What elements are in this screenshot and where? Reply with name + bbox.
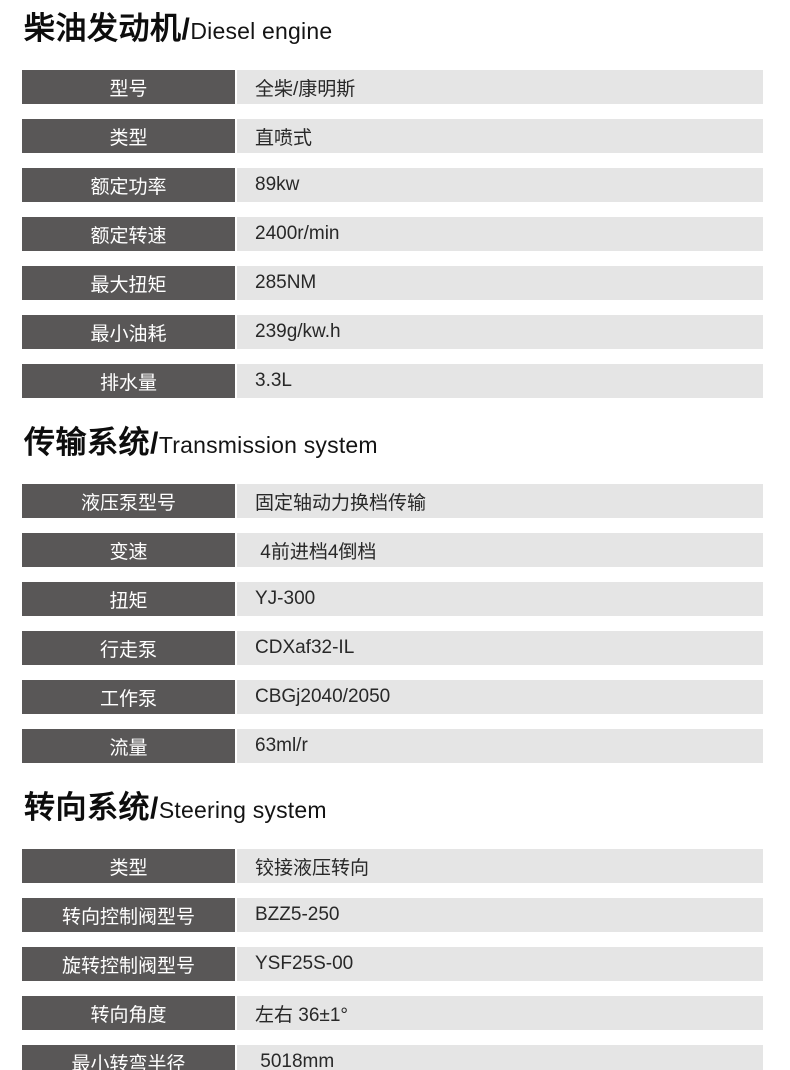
spec-row-rotary-control-valve-model: 旋转控制阀型号 YSF25S-00 (22, 947, 763, 981)
spec-label: 扭矩 (22, 582, 235, 616)
spec-value: CBGj2040/2050 (237, 680, 763, 714)
spec-value: 固定轴动力换档传输 (237, 484, 763, 518)
spec-row-work-pump: 工作泵 CBGj2040/2050 (22, 680, 763, 714)
spec-row-steering-type: 类型 铰接液压转向 (22, 849, 763, 883)
section-title-en: Steering system (158, 797, 327, 823)
spec-row-rated-speed: 额定转速 2400r/min (22, 217, 763, 251)
spec-row-min-turning-radius: 最小转弯半径 5018mm (22, 1045, 763, 1070)
spec-row-steering-control-valve-model: 转向控制阀型号 BZZ5-250 (22, 898, 763, 932)
spec-label: 额定转速 (22, 217, 235, 251)
spec-row-travel-pump: 行走泵 CDXaf32-IL (22, 631, 763, 665)
section-steering-system: 转向系统/Steering system 类型 铰接液压转向 转向控制阀型号 B… (22, 789, 763, 1070)
spec-value: 285NM (237, 266, 763, 300)
section-transmission-system: 传输系统/Transmission system 液压泵型号 固定轴动力换档传输… (22, 424, 763, 763)
spec-value: 铰接液压转向 (237, 849, 763, 883)
spec-label: 最小油耗 (22, 315, 235, 349)
spec-label: 类型 (22, 119, 235, 153)
section-title-separator: / (181, 13, 191, 46)
spec-label: 型号 (22, 70, 235, 104)
spec-row-steering-angle: 转向角度 左右 36±1° (22, 996, 763, 1030)
spec-label: 排水量 (22, 364, 235, 398)
spec-row-model: 型号 全柴/康明斯 (22, 70, 763, 104)
spec-value: 直喷式 (237, 119, 763, 153)
spec-label: 类型 (22, 849, 235, 883)
spec-row-gearshift: 变速 4前进档4倒档 (22, 533, 763, 567)
spec-row-type: 类型 直喷式 (22, 119, 763, 153)
spec-value: 5018mm (237, 1045, 763, 1070)
spec-label: 行走泵 (22, 631, 235, 665)
section-title-zh: 柴油发动机 (24, 11, 182, 46)
spec-value: 239g/kw.h (237, 315, 763, 349)
section-title-en: Transmission system (158, 432, 378, 458)
spec-value: 4前进档4倒档 (237, 533, 763, 567)
spec-row-max-torque: 最大扭矩 285NM (22, 266, 763, 300)
spec-label: 旋转控制阀型号 (22, 947, 235, 981)
spec-value: CDXaf32-IL (237, 631, 763, 665)
spec-label: 变速 (22, 533, 235, 567)
spec-value: 3.3L (237, 364, 763, 398)
spec-label: 最大扭矩 (22, 266, 235, 300)
section-title: 传输系统/Transmission system (24, 424, 763, 464)
spec-row-displacement: 排水量 3.3L (22, 364, 763, 398)
spec-value: 2400r/min (237, 217, 763, 251)
spec-value: 89kw (237, 168, 763, 202)
spec-value: 63ml/r (237, 729, 763, 763)
spec-value: YSF25S-00 (237, 947, 763, 981)
section-title-zh: 转向系统 (24, 790, 150, 825)
spec-row-min-fuel-consumption: 最小油耗 239g/kw.h (22, 315, 763, 349)
spec-label: 转向角度 (22, 996, 235, 1030)
spec-value: BZZ5-250 (237, 898, 763, 932)
section-diesel-engine: 柴油发动机/Diesel engine 型号 全柴/康明斯 类型 直喷式 额定功… (22, 10, 763, 398)
spec-row-flow-rate: 流量 63ml/r (22, 729, 763, 763)
spec-value: 左右 36±1° (237, 996, 763, 1030)
section-title-zh: 传输系统 (24, 425, 150, 460)
spec-label: 工作泵 (22, 680, 235, 714)
spec-label: 最小转弯半径 (22, 1045, 235, 1070)
spec-label: 液压泵型号 (22, 484, 235, 518)
spec-value: 全柴/康明斯 (237, 70, 763, 104)
spec-row-rated-power: 额定功率 89kw (22, 168, 763, 202)
section-title-separator: / (150, 427, 159, 460)
spec-label: 流量 (22, 729, 235, 763)
spec-row-hydraulic-pump-model: 液压泵型号 固定轴动力换档传输 (22, 484, 763, 518)
spec-label: 转向控制阀型号 (22, 898, 235, 932)
section-title: 柴油发动机/Diesel engine (24, 10, 763, 50)
spec-value: YJ-300 (237, 582, 763, 616)
spec-label: 额定功率 (22, 168, 235, 202)
section-title: 转向系统/Steering system (24, 789, 763, 829)
spec-row-torque: 扭矩 YJ-300 (22, 582, 763, 616)
section-title-en: Diesel engine (190, 18, 333, 44)
section-title-separator: / (150, 792, 159, 825)
